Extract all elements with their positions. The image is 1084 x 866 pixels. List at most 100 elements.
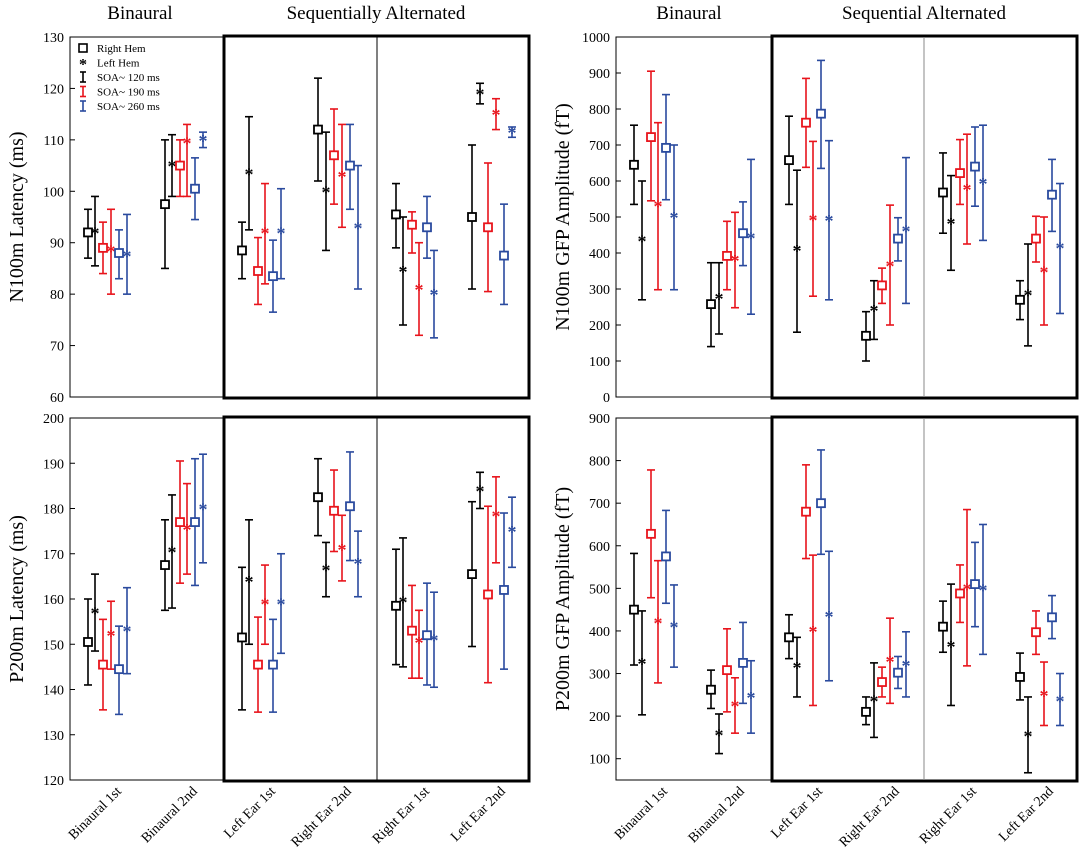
error-bar: [107, 600, 115, 670]
x-tick-label: Left Ear 1st: [768, 784, 825, 841]
mean-marker-right-hem: [499, 585, 509, 595]
plot-frame: [69, 417, 530, 781]
error-bar: [261, 182, 269, 285]
error-bar: [322, 541, 330, 598]
mean-marker-left-hem: *: [870, 301, 879, 321]
error-bar: [947, 583, 955, 707]
mean-marker-right-hem: [391, 209, 401, 220]
error-bar: [793, 636, 801, 698]
legend-item: * Left Hem: [79, 57, 140, 74]
mean-marker-left-hem: *: [809, 622, 818, 642]
error-bar: [492, 97, 500, 131]
mean-marker-right-hem: [1031, 627, 1041, 638]
error-bar: [947, 174, 955, 272]
mean-marker-right-hem: [499, 250, 509, 261]
mean-marker-right-hem: [253, 659, 263, 670]
mean-marker-right-hem: [738, 228, 748, 239]
mean-marker-right-hem: [861, 330, 871, 341]
mean-marker-left-hem: *: [476, 85, 485, 105]
y-tick-label: 200: [589, 319, 610, 334]
mean-marker-left-hem: *: [399, 262, 408, 282]
mean-marker-right-hem: [175, 160, 185, 171]
mean-marker-left-hem: *: [670, 618, 679, 638]
y-tick-label: 110: [44, 134, 64, 149]
error-bar: [809, 140, 817, 298]
error-bar: [338, 123, 346, 229]
y-tick-label: 170: [43, 548, 64, 563]
mean-marker-left-hem: *: [715, 725, 724, 745]
error-bar: [886, 617, 894, 705]
mean-marker-right-hem: [1047, 612, 1057, 623]
error-bar: [492, 476, 500, 564]
legend-item: SOA~ 190 ms: [80, 85, 160, 99]
mean-marker-left-hem: *: [199, 131, 208, 151]
sequential-box: [770, 415, 1079, 783]
mean-marker-left-hem: *: [809, 211, 818, 231]
mean-marker-right-hem: [268, 659, 278, 670]
error-bar: [638, 180, 646, 301]
mean-marker-left-hem: *: [354, 554, 363, 574]
y-tick-label: 150: [43, 638, 64, 653]
mean-marker-left-hem: *: [1024, 726, 1033, 746]
x-tick-label: Left Ear 2nd: [996, 784, 1057, 845]
error-bar: [654, 559, 662, 684]
mean-marker-left-hem: *: [168, 542, 177, 562]
mean-marker-right-hem: [175, 517, 185, 527]
mean-marker-left-hem: *: [825, 211, 834, 231]
y-tick-label: 400: [589, 625, 610, 640]
error-bar: [809, 554, 817, 707]
mean-marker-left-hem: *: [322, 561, 331, 581]
y-tick-label: 600: [589, 175, 610, 190]
error-bar: [123, 586, 131, 675]
mean-marker-left-hem: *: [245, 164, 254, 184]
mean-marker-right-hem: [329, 505, 339, 516]
mean-marker-right-hem: [467, 212, 477, 222]
error-bar: [415, 609, 423, 679]
error-bar: [168, 494, 176, 609]
legend-label: SOA~ 120 ms: [97, 72, 160, 84]
mean-marker-right-hem: [661, 142, 671, 153]
y-tick-label: 130: [43, 729, 64, 744]
y-tick-label: 900: [589, 67, 610, 82]
y-tick-label: 900: [589, 412, 610, 427]
legend-item: SOA~ 260 ms: [80, 100, 160, 113]
mean-marker-left-hem: *: [399, 592, 408, 612]
mean-marker-right-hem: [83, 227, 93, 238]
legend-label: SOA~ 260 ms: [97, 101, 160, 113]
error-bar: [183, 123, 191, 198]
mean-marker-right-hem: [955, 168, 965, 178]
mean-marker-left-hem: *: [963, 180, 972, 200]
error-bar: [902, 156, 910, 305]
y-tick-label: 100: [589, 355, 610, 370]
mean-marker-right-hem: [98, 242, 108, 253]
mean-marker-left-hem: *: [91, 604, 100, 624]
mean-marker-right-hem: [114, 664, 124, 675]
error-bar: [199, 131, 207, 149]
error-bar: [430, 249, 438, 339]
mean-marker-left-hem: *: [1040, 686, 1049, 706]
mean-marker-left-hem: *: [492, 506, 501, 526]
mean-marker-left-hem: *: [654, 613, 663, 633]
mean-marker-left-hem: *: [886, 652, 895, 672]
mean-marker-left-hem: *: [715, 289, 724, 309]
error-bar: [979, 523, 987, 656]
error-bar: [476, 82, 484, 105]
mean-marker-left-hem: *: [747, 229, 756, 249]
y-tick-label: 160: [43, 593, 64, 608]
x-tick-label: Right Ear 1st: [917, 784, 980, 847]
error-bar: [902, 630, 910, 698]
mean-marker-right-hem: [391, 600, 401, 611]
mean-marker-right-hem: [646, 528, 656, 539]
error-bar: [1040, 216, 1048, 326]
y-tick-label: 90: [50, 237, 64, 252]
mean-marker-right-hem: [722, 250, 732, 261]
mean-marker-right-hem: [467, 569, 477, 580]
mean-marker-left-hem: *: [654, 196, 663, 216]
mean-marker-left-hem: *: [638, 231, 647, 251]
mean-marker-right-hem: [407, 219, 417, 230]
error-bar: [508, 126, 516, 139]
mean-marker-left-hem: *: [107, 241, 116, 261]
mean-marker-left-hem: *: [979, 581, 988, 601]
mean-marker-right-hem: [1047, 189, 1057, 200]
